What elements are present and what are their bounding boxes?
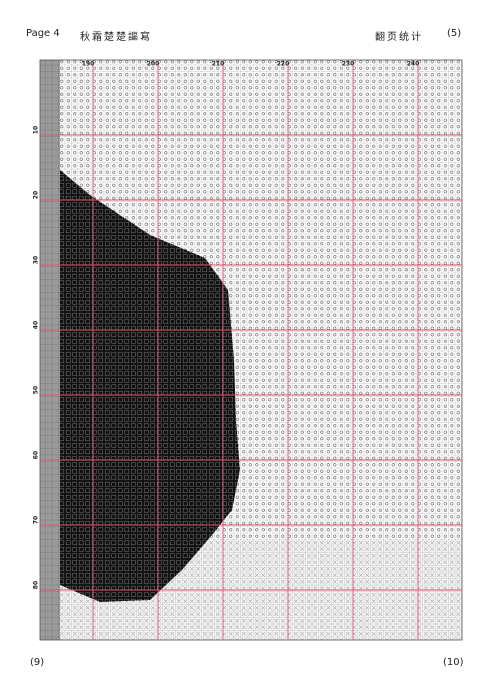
column-label: 190 [82, 61, 95, 68]
row-label: 10 [33, 126, 40, 134]
grey-column [40, 60, 60, 640]
row-label: 30 [33, 256, 40, 264]
row-label: 60 [33, 451, 40, 459]
column-label: 220 [277, 61, 290, 68]
column-label: 230 [342, 61, 355, 68]
footer-right: (10) [443, 657, 464, 668]
row-label: 70 [33, 516, 40, 524]
footer-left: (9) [30, 657, 45, 668]
row-label: 40 [33, 321, 40, 329]
row-label: 20 [33, 191, 40, 199]
pattern-title: 秋霜楚楚謳寫 [80, 32, 152, 43]
page-label: Page 4 [26, 28, 60, 39]
row-label: 80 [33, 581, 40, 589]
row-label: 50 [33, 386, 40, 394]
dark-area [60, 170, 240, 602]
right-title: 翻页统计 [375, 32, 423, 43]
column-label: 200 [147, 61, 160, 68]
page-number: (5) [447, 28, 462, 39]
grid-border [39, 59, 463, 641]
column-label: 210 [212, 61, 225, 68]
column-label: 240 [407, 61, 420, 68]
